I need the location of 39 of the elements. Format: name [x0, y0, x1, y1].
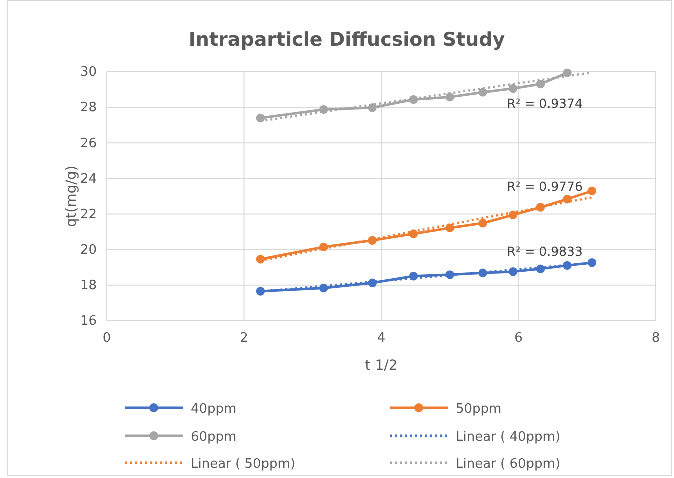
y-tick-label: 22	[80, 207, 97, 222]
point	[588, 258, 597, 268]
x-tick-label: 4	[377, 331, 386, 346]
point	[256, 287, 266, 296]
point	[508, 84, 518, 94]
point	[409, 230, 418, 238]
legend-label: Linear ( 60ppm)	[456, 457, 561, 472]
annotation: R² = 0.9374	[507, 96, 583, 111]
point	[478, 218, 488, 228]
point	[478, 88, 488, 97]
x-axis-title: t 1/2	[365, 358, 398, 374]
annotation: R² = 0.9776	[507, 179, 583, 194]
y-tick-label: 28	[80, 100, 97, 116]
point	[508, 210, 518, 220]
y-tick-label: 24	[80, 172, 97, 187]
point	[536, 80, 546, 89]
chart-title: Intraparticle Diffucsion Study	[188, 29, 506, 51]
point	[446, 224, 454, 233]
y-tick-label: 16	[80, 314, 97, 330]
x-tick-label: 0	[102, 331, 112, 346]
x-tick-label: 8	[652, 331, 660, 346]
point	[256, 255, 266, 264]
y-tick-label: 26	[80, 136, 97, 152]
point	[588, 186, 597, 196]
legend-label: 50ppm	[456, 402, 502, 417]
legend-label: Linear ( 50ppm)	[191, 457, 296, 472]
y-axis-title: qt(mg/g)	[64, 166, 80, 228]
point	[446, 92, 454, 102]
point	[563, 68, 572, 78]
annotation: R² = 0.9833	[507, 244, 583, 259]
y-tick-label: 18	[80, 278, 97, 294]
x-tick-label: 6	[514, 331, 523, 346]
y-tick-label: 20	[80, 243, 97, 258]
legend-label: 40ppm	[191, 402, 237, 417]
point	[256, 114, 266, 123]
y-tick-label: 30	[80, 65, 97, 80]
legend-label: 60ppm	[191, 430, 237, 445]
legend-label: Linear ( 40ppm)	[456, 430, 561, 445]
x-tick-label: 2	[240, 331, 248, 346]
